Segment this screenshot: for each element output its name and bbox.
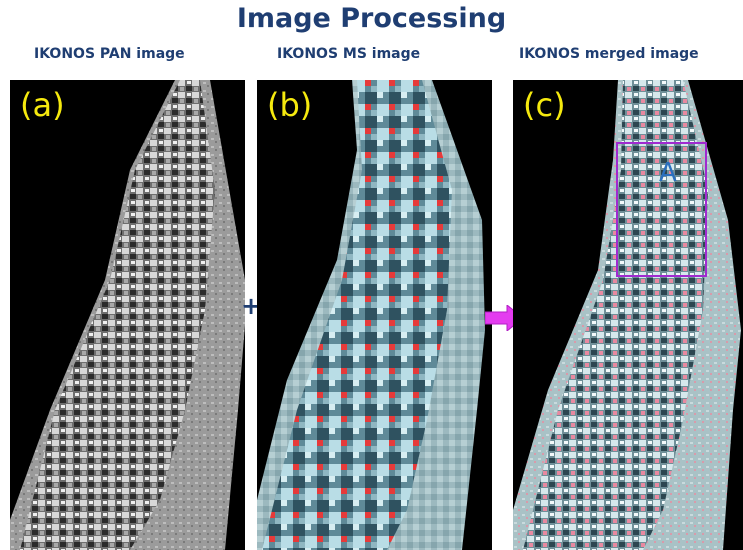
ms-image (257, 80, 492, 550)
panel-label-a: (a) (20, 86, 65, 124)
figure-title: Image Processing (236, 3, 507, 34)
panel-label-b: (b) (267, 86, 313, 124)
panel-label-c: (c) (523, 86, 566, 124)
plus-operator: + (241, 292, 262, 320)
caption-merged: IKONOS merged image (519, 46, 699, 62)
panel-pan-image: (a) (10, 80, 245, 550)
panel-merged-image: A (c) (513, 80, 743, 550)
caption-pan: IKONOS PAN image (34, 46, 185, 62)
caption-ms: IKONOS MS image (277, 46, 421, 62)
panel-ms-image: (b) (257, 80, 492, 550)
region-a-label: A (659, 158, 677, 188)
pan-image (10, 80, 245, 550)
region-a-box (616, 142, 707, 277)
merged-image (513, 80, 743, 550)
